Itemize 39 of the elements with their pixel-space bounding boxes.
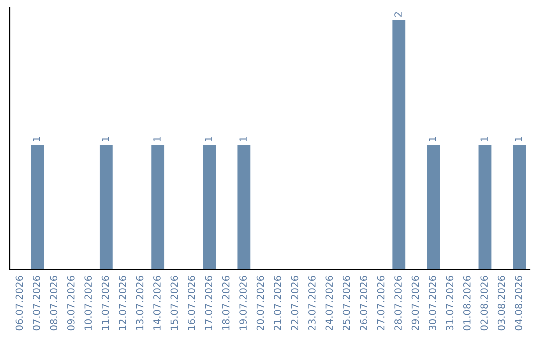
data-label: 1 <box>515 137 522 142</box>
data-label: 1 <box>205 137 212 142</box>
x-tick-label: 13.07.2026 <box>136 276 144 330</box>
x-tick-label: 23.07.2026 <box>308 276 316 331</box>
data-label: 1 <box>154 137 161 142</box>
data-label: 1 <box>102 137 110 142</box>
x-tick-label: 26.07.2026 <box>360 276 368 331</box>
x-tick-label: 09.07.2026 <box>67 276 75 331</box>
x-tick-label: 12.07.2026 <box>119 276 126 330</box>
x-tick-label: 25.07.2026 <box>342 276 350 331</box>
x-tick-label: 24.07.2026 <box>326 276 334 331</box>
x-tick-label: 14.07.2026 <box>154 276 161 330</box>
data-label: 2 <box>394 12 402 17</box>
x-tick-label: 30.07.2026 <box>429 276 436 330</box>
data-label: 1 <box>429 137 436 142</box>
x-tick-label: 10.07.2026 <box>84 276 92 330</box>
x-tick-label: 17.07.2026 <box>205 276 213 330</box>
x-tick-label: 29.07.2026 <box>412 276 420 331</box>
x-tick-label: 08.07.2026 <box>50 276 58 331</box>
x-tick-label: 03.08.2026 <box>498 276 506 331</box>
x-tick-label: 15.07.2026 <box>170 276 178 330</box>
x-tick-label: 22.07.2026 <box>291 276 299 331</box>
data-label: 1 <box>240 137 247 142</box>
x-tick-label: 07.07.2026 <box>33 276 40 331</box>
x-tick-label: 16.07.2026 <box>188 276 196 330</box>
x-tick-label: 20.07.2026 <box>256 276 264 331</box>
x-tick-label: 21.07.2026 <box>274 276 282 331</box>
x-tick-label: 31.07.2026 <box>446 276 454 330</box>
x-tick-label: 18.07.2026 <box>222 276 230 330</box>
x-tick-label: 27.07.2026 <box>377 276 385 331</box>
x-tick-label: 28.07.2026 <box>394 276 402 331</box>
x-tick-label: 04.08.2026 <box>515 276 522 331</box>
data-label: 1 <box>33 137 40 142</box>
x-tick-label: 06.07.2026 <box>16 276 24 331</box>
x-tick-label: 01.08.2026 <box>463 276 471 331</box>
data-label: 1 <box>480 137 488 142</box>
x-tick-label: 19.07.2026 <box>240 276 247 330</box>
x-tick-label: 11.07.2026 <box>102 276 110 330</box>
x-tick-label: 02.08.2026 <box>480 276 488 331</box>
